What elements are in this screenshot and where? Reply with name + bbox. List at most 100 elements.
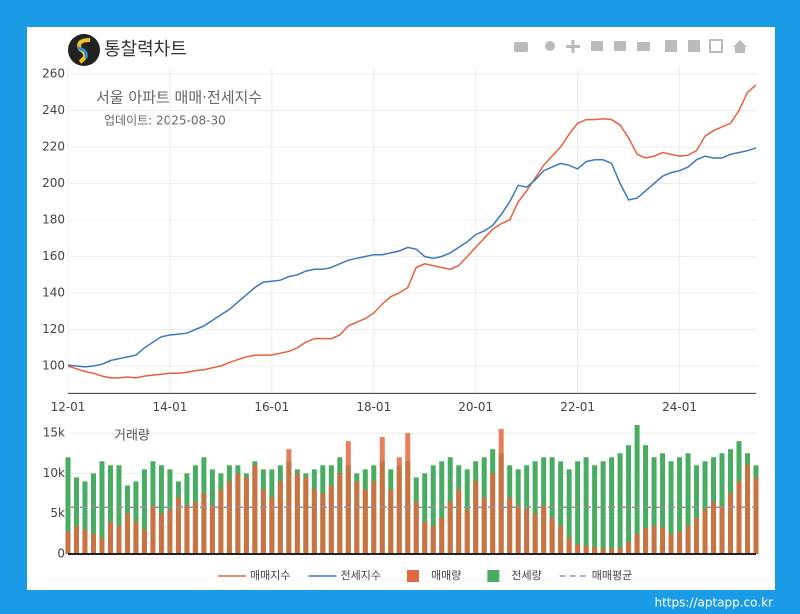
tool-select[interactable]	[591, 41, 603, 51]
tool-clear[interactable]	[637, 42, 650, 51]
bar	[371, 481, 377, 554]
bar	[507, 497, 513, 554]
x-tick-label: 14-01	[152, 400, 187, 414]
tool-zoom-in[interactable]	[665, 40, 677, 52]
bar	[515, 505, 521, 554]
bar	[269, 497, 275, 554]
bar	[158, 513, 164, 554]
tool-lasso[interactable]	[614, 41, 626, 51]
tool-zoom[interactable]	[545, 41, 555, 51]
panel: 통찰력차트 100 120 140 160 180 200 220 240 260 서울 아파트 …	[27, 27, 775, 590]
bar	[226, 481, 232, 554]
bar	[82, 481, 88, 554]
bar	[345, 441, 351, 554]
bar	[719, 505, 725, 554]
x-tick-label: 20-01	[458, 400, 493, 414]
bar	[116, 525, 122, 554]
legend-label: 매매량	[431, 569, 461, 582]
bar	[175, 497, 181, 554]
bar	[490, 473, 496, 554]
bar	[575, 544, 581, 554]
bar	[422, 473, 428, 554]
bar	[600, 461, 606, 554]
bar	[753, 477, 759, 554]
y-tick-label: 260	[42, 67, 65, 81]
y-tick-label: 100	[42, 359, 65, 373]
y-tick-label: 220	[42, 140, 65, 154]
bar	[388, 489, 394, 554]
y-tick-label: 200	[42, 176, 65, 190]
tool-home[interactable]	[733, 40, 747, 53]
legend-label: 매매지수	[250, 569, 290, 582]
y-tick-label: 240	[42, 103, 65, 117]
bar	[745, 465, 751, 554]
bar	[107, 521, 113, 554]
bar	[413, 501, 419, 554]
bar	[73, 477, 79, 554]
y-tick-label: 0	[57, 547, 65, 561]
chart-root: 통찰력차트 100 120 140 160 180 200 220 240 260 서울 아파트 …	[42, 34, 759, 582]
bar	[116, 465, 122, 554]
bar	[107, 465, 113, 554]
bar	[396, 457, 402, 554]
line-series	[67, 84, 757, 379]
bar	[422, 521, 428, 554]
bar	[141, 469, 147, 554]
toolbar	[514, 39, 747, 53]
bar	[447, 501, 453, 554]
bar	[532, 461, 538, 554]
bar	[711, 501, 717, 554]
bar	[328, 485, 334, 554]
bar	[65, 531, 71, 554]
bar	[141, 529, 147, 554]
bar	[252, 465, 258, 554]
x-tick-label: 16-01	[254, 400, 289, 414]
chart-title: 서울 아파트 매매·전세지수	[96, 89, 262, 107]
bar	[694, 465, 700, 554]
bar	[354, 481, 360, 554]
bar	[430, 465, 436, 554]
bar	[651, 525, 657, 554]
bar	[541, 505, 547, 554]
bar	[685, 453, 691, 554]
bar	[303, 477, 309, 554]
tool-zoom-out[interactable]	[688, 40, 700, 52]
bar	[728, 493, 734, 554]
y-tick-label: 140	[42, 286, 65, 300]
legend-label: 전세지수	[340, 569, 380, 582]
bar	[201, 493, 207, 554]
bar	[643, 445, 649, 554]
tool-autoscale[interactable]	[709, 39, 723, 53]
bar	[592, 465, 598, 554]
bar	[626, 445, 632, 554]
bar	[566, 469, 572, 554]
tool-camera[interactable]	[514, 42, 528, 52]
legend-label: 매매평균	[592, 569, 632, 582]
bar	[617, 547, 623, 554]
bar	[65, 457, 71, 554]
bar	[634, 425, 640, 554]
bar	[651, 457, 657, 554]
bar	[702, 509, 708, 554]
bar	[660, 453, 666, 554]
bar	[549, 457, 555, 554]
bar	[617, 453, 623, 554]
bar	[609, 457, 615, 554]
x-tick-label: 24-01	[662, 400, 697, 414]
bar	[592, 546, 598, 554]
bar	[626, 541, 632, 554]
bar	[362, 489, 368, 554]
bar	[90, 473, 96, 554]
y-tick-label: 5k	[50, 506, 65, 520]
bar	[498, 429, 504, 554]
bar	[405, 433, 411, 554]
bar	[643, 528, 649, 554]
bar	[583, 457, 589, 554]
bar	[277, 481, 283, 554]
bar	[82, 529, 88, 554]
bar	[73, 525, 79, 554]
y-tick-label: 160	[42, 249, 65, 263]
bar	[294, 473, 300, 554]
bar	[158, 465, 164, 554]
bar	[558, 525, 564, 554]
